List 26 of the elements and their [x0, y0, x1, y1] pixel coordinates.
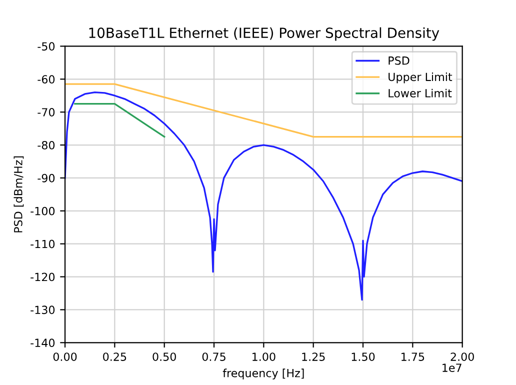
legend-label: Lower Limit [388, 88, 452, 98]
y-tick-label: -120 [30, 272, 55, 282]
y-tick-label: -50 [38, 42, 55, 51]
legend-label: Upper Limit [388, 72, 452, 84]
x-tick-label: 1.00 [252, 352, 276, 361]
x-tick-label: 1.50 [352, 352, 375, 361]
x-tick-label: 1.75 [402, 352, 424, 361]
x-tick-label: 0.25 [103, 352, 126, 361]
x-tick-label: 1.25 [302, 352, 325, 361]
x-axis-title: frequency [Hz] [222, 368, 304, 380]
x-tick-label: 2.00 [450, 352, 474, 361]
text: 1e7 [442, 364, 462, 372]
y-tick-label: -70 [38, 108, 55, 116]
y-tick-label: -90 [38, 174, 55, 182]
legend-label: PSD [388, 56, 410, 65]
x-tick-label: 0.50 [152, 352, 176, 361]
x-tick-label: 0.75 [202, 352, 226, 361]
y-tick-label: -140 [30, 338, 55, 348]
chart-title: 10BaseT1L Ethernet (IEEE) Power Spectral Density [89, 27, 440, 41]
y-tick-label: -130 [30, 306, 55, 314]
y-axis-title: PSD [dBm/Hz] [14, 156, 24, 232]
y-tick-label: -110 [30, 240, 55, 248]
x-tick-label: 0.00 [53, 352, 77, 361]
y-tick-label: -80 [38, 140, 55, 150]
y-tick-label: -60 [38, 75, 55, 84]
y-tick-label: -100 [30, 206, 55, 216]
